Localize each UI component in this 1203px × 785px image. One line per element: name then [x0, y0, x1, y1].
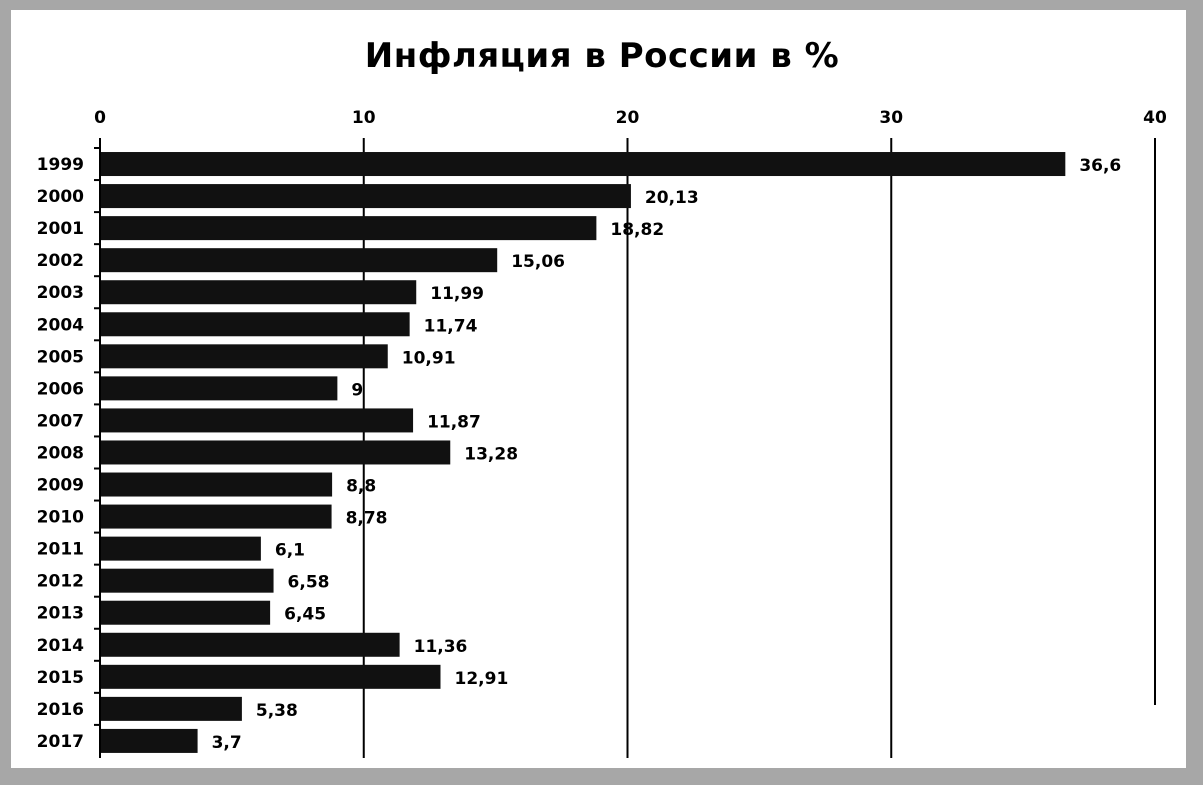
data-label: 20,13	[645, 188, 699, 208]
bar	[100, 280, 417, 305]
category-label: 2005	[37, 347, 84, 367]
bar	[100, 568, 274, 593]
category-label: 2004	[37, 315, 84, 335]
category-label: 2016	[37, 700, 84, 720]
category-label: 2014	[37, 636, 84, 656]
data-label: 6,58	[288, 573, 330, 593]
data-label: 11,36	[414, 637, 468, 657]
data-label: 8,78	[346, 509, 388, 529]
data-label: 6,1	[275, 541, 305, 561]
chart-title: Инфляция в России в %	[365, 36, 839, 76]
data-label: 18,82	[610, 220, 664, 240]
bar	[100, 440, 451, 465]
category-label: 2012	[37, 572, 84, 592]
category-label: 2006	[37, 379, 84, 399]
category-labels: 1999 2000 2001 2002 2003 2004 2005 2006 2007 2008…	[37, 155, 84, 752]
category-label: 2001	[37, 219, 84, 239]
x-tick-label: 40	[1143, 108, 1167, 128]
bar	[100, 376, 338, 401]
data-label: 11,74	[424, 316, 478, 336]
bars	[94, 147, 1066, 753]
bar	[100, 632, 400, 657]
bar	[100, 728, 198, 753]
bar	[100, 344, 388, 369]
bar	[100, 184, 631, 209]
bar	[100, 248, 498, 273]
bar	[100, 312, 410, 337]
data-label: 6,45	[284, 605, 326, 625]
x-tick-label: 10	[352, 108, 376, 128]
data-label: 5,38	[256, 701, 298, 721]
x-tick-label: 0	[94, 108, 106, 128]
data-label: 8,8	[346, 477, 376, 497]
bar	[100, 536, 261, 561]
bar	[100, 696, 242, 721]
x-tick-label: 30	[879, 108, 903, 128]
category-label: 2010	[37, 508, 84, 528]
data-labels: 36,6 20,13 18,82 15,06 11,99 11,74 10,91 9 11,87…	[212, 156, 1122, 753]
category-label: 2000	[37, 187, 84, 207]
category-label: 2007	[37, 411, 84, 431]
data-label: 3,7	[212, 733, 242, 753]
bar	[100, 504, 332, 529]
bar	[100, 408, 414, 433]
bar	[100, 216, 597, 241]
category-label: 2011	[37, 540, 84, 560]
category-label: 2003	[37, 283, 84, 303]
data-label: 12,91	[455, 669, 509, 689]
data-label: 10,91	[402, 348, 456, 368]
data-label: 13,28	[464, 444, 518, 464]
data-label: 11,87	[427, 412, 481, 432]
bar	[100, 152, 1066, 177]
data-label: 11,99	[430, 284, 484, 304]
x-tick-label: 20	[616, 108, 640, 128]
bar	[100, 600, 271, 625]
x-tick-labels: 0 10 20 30 40	[94, 108, 1167, 128]
category-label: 2015	[37, 668, 84, 688]
data-label: 9	[351, 380, 363, 400]
category-label: 1999	[37, 155, 84, 175]
data-label: 36,6	[1079, 156, 1121, 176]
bar	[100, 664, 441, 689]
category-label: 2013	[37, 604, 84, 624]
bar	[100, 472, 333, 497]
data-label: 15,06	[511, 252, 565, 272]
category-label: 2008	[37, 443, 84, 463]
category-label: 2017	[37, 732, 84, 752]
category-label: 2009	[37, 476, 84, 496]
category-label: 2002	[37, 251, 84, 271]
